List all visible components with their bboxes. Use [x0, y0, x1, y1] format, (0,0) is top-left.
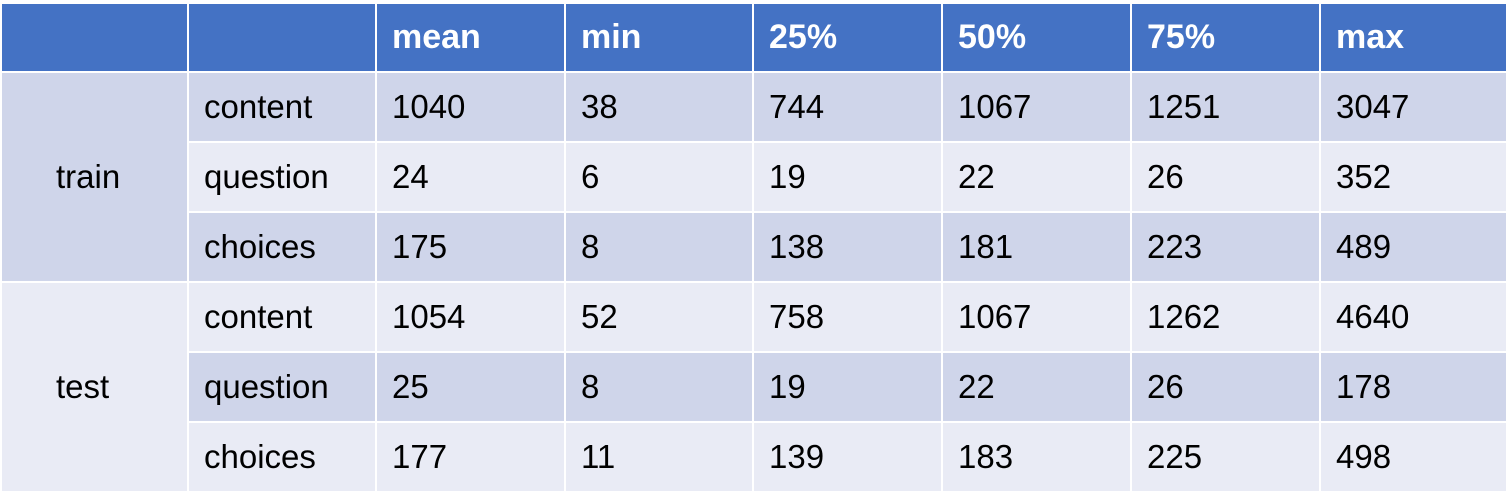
header-cell-50pct: 50%: [943, 4, 1130, 71]
group-label-test: test: [2, 283, 187, 491]
header-cell-75pct: 75%: [1132, 4, 1319, 71]
table-cell: 498: [1321, 423, 1506, 491]
row-field: choices: [189, 423, 375, 491]
table-cell: 8: [566, 213, 752, 281]
header-cell-field: [189, 4, 375, 71]
table-cell: 38: [566, 73, 752, 141]
table-cell: 24: [377, 143, 564, 211]
row-field: question: [189, 353, 375, 421]
row-field: question: [189, 143, 375, 211]
table-cell: 6: [566, 143, 752, 211]
stats-table: mean min 25% 50% 75% max train content 1…: [2, 4, 1506, 491]
row-field: content: [189, 73, 375, 141]
table-cell: 223: [1132, 213, 1319, 281]
table-cell: 758: [754, 283, 941, 351]
group-label-train: train: [2, 73, 187, 281]
table-cell: 4640: [1321, 283, 1506, 351]
table-cell: 1067: [943, 73, 1130, 141]
table-cell: 177: [377, 423, 564, 491]
table-cell: 175: [377, 213, 564, 281]
table-cell: 26: [1132, 143, 1319, 211]
table-cell: 11: [566, 423, 752, 491]
header-cell-min: min: [566, 4, 752, 71]
table-cell: 489: [1321, 213, 1506, 281]
table-cell: 352: [1321, 143, 1506, 211]
table-cell: 139: [754, 423, 941, 491]
row-field: content: [189, 283, 375, 351]
table-cell: 1040: [377, 73, 564, 141]
header-cell-max: max: [1321, 4, 1506, 71]
table-cell: 178: [1321, 353, 1506, 421]
table-cell: 22: [943, 353, 1130, 421]
table-cell: 3047: [1321, 73, 1506, 141]
table-cell: 1251: [1132, 73, 1319, 141]
header-cell-mean: mean: [377, 4, 564, 71]
table-cell: 1067: [943, 283, 1130, 351]
table-cell: 25: [377, 353, 564, 421]
table-cell: 52: [566, 283, 752, 351]
table-cell: 138: [754, 213, 941, 281]
table-cell: 8: [566, 353, 752, 421]
table-cell: 22: [943, 143, 1130, 211]
row-field: choices: [189, 213, 375, 281]
table-cell: 1262: [1132, 283, 1319, 351]
table-cell: 26: [1132, 353, 1319, 421]
table-cell: 19: [754, 353, 941, 421]
header-cell-group: [2, 4, 187, 71]
table-cell: 225: [1132, 423, 1319, 491]
table-cell: 181: [943, 213, 1130, 281]
table-cell: 183: [943, 423, 1130, 491]
table-cell: 19: [754, 143, 941, 211]
header-cell-25pct: 25%: [754, 4, 941, 71]
table-cell: 744: [754, 73, 941, 141]
table-cell: 1054: [377, 283, 564, 351]
